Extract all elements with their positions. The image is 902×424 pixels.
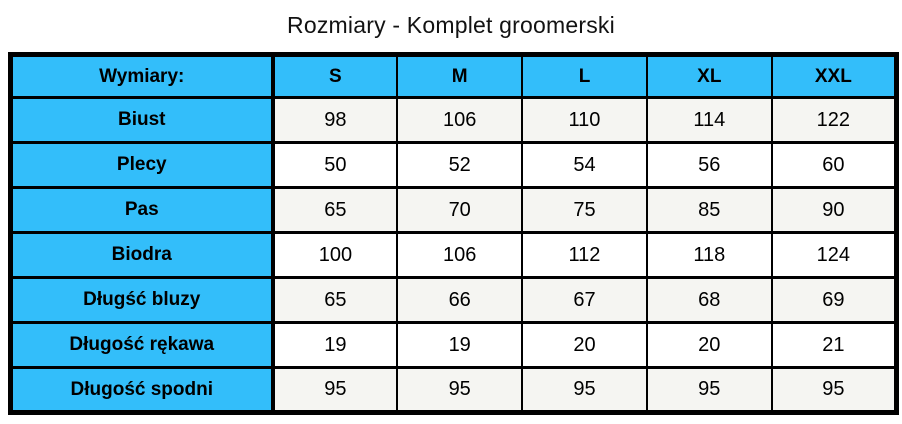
value-cell: 95 (770, 366, 898, 414)
value-cell: 20 (645, 321, 773, 369)
row-label-cell: Biust (9, 96, 275, 144)
value-cell: 95 (521, 366, 648, 414)
value-cell: 106 (396, 231, 524, 279)
size-table: Wymiary: S M L XL XXL Biust 98 106 110 1… (8, 52, 899, 415)
value-cell: 100 (271, 231, 399, 279)
value-cell: 65 (271, 186, 399, 234)
row-label-cell: Długość spodni (9, 366, 275, 414)
value-cell: 65 (271, 276, 399, 324)
row-label-cell: Pas (9, 186, 275, 234)
row-label-cell: Długość rękawa (9, 321, 275, 369)
value-cell: 21 (770, 321, 898, 369)
table-row: Długość rękawa 19 19 20 20 21 (9, 321, 898, 369)
value-cell: 19 (271, 321, 399, 369)
table-row: Długość spodni 95 95 95 95 95 (9, 366, 898, 414)
value-cell: 124 (770, 231, 898, 279)
header-cell-dimensions: Wymiary: (9, 53, 275, 99)
value-cell: 95 (645, 366, 773, 414)
header-cell-size: XXL (770, 53, 898, 99)
value-cell: 118 (645, 231, 773, 279)
value-cell: 69 (770, 276, 898, 324)
value-cell: 50 (271, 141, 399, 189)
row-label-cell: Plecy (9, 141, 275, 189)
value-cell: 75 (521, 186, 648, 234)
header-cell-size: S (271, 53, 399, 99)
row-label-cell: Długść bluzy (9, 276, 275, 324)
value-cell: 20 (521, 321, 648, 369)
value-cell: 114 (645, 96, 773, 144)
value-cell: 90 (770, 186, 898, 234)
value-cell: 98 (271, 96, 399, 144)
value-cell: 60 (770, 141, 898, 189)
table-header-row: Wymiary: S M L XL XXL (9, 53, 898, 99)
value-cell: 54 (521, 141, 648, 189)
value-cell: 85 (645, 186, 773, 234)
header-cell-size: M (396, 53, 524, 99)
value-cell: 112 (521, 231, 648, 279)
table-row: Długść bluzy 65 66 67 68 69 (9, 276, 898, 324)
value-cell: 52 (396, 141, 524, 189)
table-row: Biust 98 106 110 114 122 (9, 96, 898, 144)
value-cell: 66 (396, 276, 524, 324)
page-title: Rozmiary - Komplet groomerski (287, 12, 615, 38)
value-cell: 67 (521, 276, 648, 324)
value-cell: 106 (396, 96, 524, 144)
header-cell-size: XL (645, 53, 773, 99)
value-cell: 110 (521, 96, 648, 144)
value-cell: 122 (770, 96, 898, 144)
value-cell: 56 (645, 141, 773, 189)
header-cell-size: L (521, 53, 648, 99)
value-cell: 70 (396, 186, 524, 234)
row-label-cell: Biodra (9, 231, 275, 279)
table-row: Plecy 50 52 54 56 60 (9, 141, 898, 189)
value-cell: 19 (396, 321, 524, 369)
table-row: Biodra 100 106 112 118 124 (9, 231, 898, 279)
table-row: Pas 65 70 75 85 90 (9, 186, 898, 234)
value-cell: 95 (396, 366, 524, 414)
value-cell: 68 (645, 276, 773, 324)
value-cell: 95 (271, 366, 399, 414)
